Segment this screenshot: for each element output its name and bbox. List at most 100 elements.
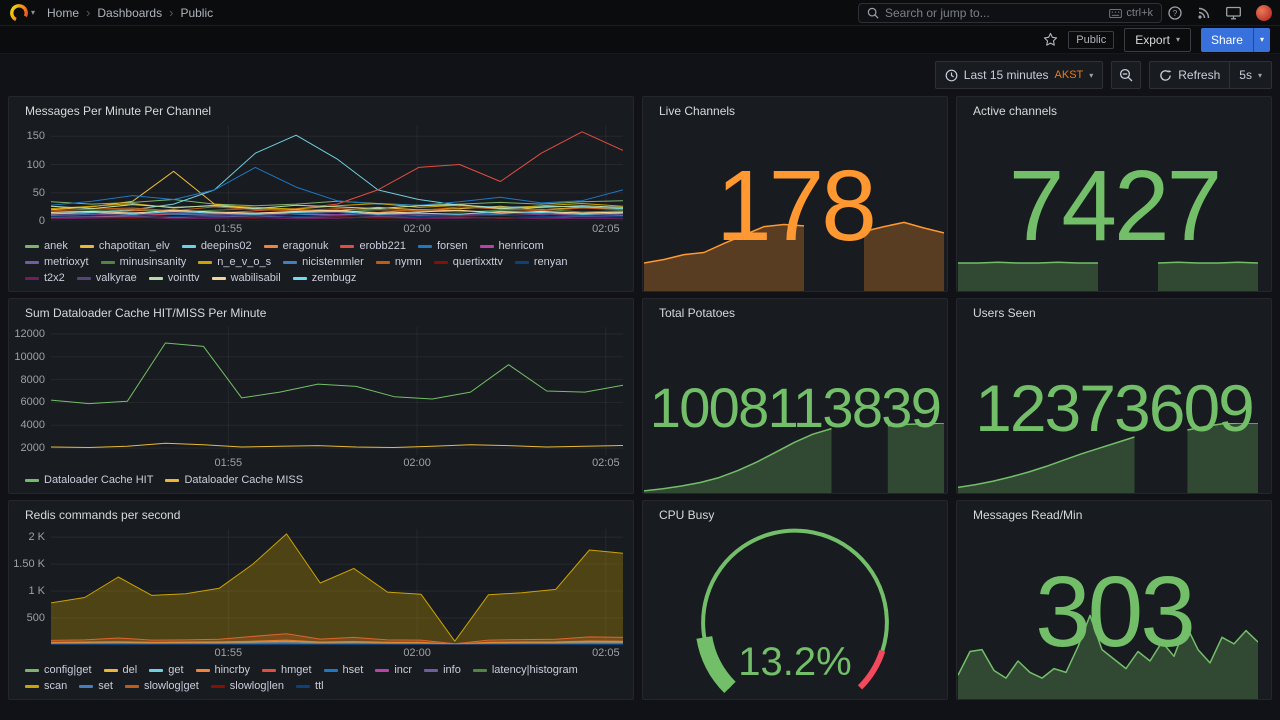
- legend-swatch: [148, 276, 163, 280]
- panel-title[interactable]: Sum Dataloader Cache HIT/MISS Per Minute: [25, 306, 267, 320]
- panel-title[interactable]: Redis commands per second: [25, 508, 181, 522]
- share-button[interactable]: Share ▾: [1200, 27, 1270, 52]
- avatar[interactable]: [1256, 5, 1272, 21]
- y-tick-label: 12000: [14, 327, 45, 340]
- legend-swatch: [323, 668, 338, 672]
- breadcrumb-separator: ›: [169, 5, 174, 20]
- legend-swatch: [211, 276, 226, 280]
- sparkline: [958, 614, 1258, 699]
- x-axis: 01:55 02:00 02:05: [51, 221, 623, 236]
- legend-item[interactable]: eragonuk: [263, 239, 328, 253]
- legend-item[interactable]: metrioxyt: [25, 255, 89, 269]
- legend-label: wabilisabil: [230, 272, 281, 284]
- export-button[interactable]: Export ▾: [1124, 27, 1191, 52]
- help-icon[interactable]: ?: [1168, 6, 1182, 20]
- breadcrumb-dashboards[interactable]: Dashboards: [97, 5, 163, 20]
- x-tick-label: 02:00: [403, 457, 431, 469]
- plot-area[interactable]: [51, 327, 623, 455]
- legend-item[interactable]: valkyrae: [76, 271, 137, 285]
- breadcrumb-home[interactable]: Home: [47, 5, 80, 20]
- x-axis: 01:55 02:00 02:05: [51, 645, 623, 660]
- legend-item[interactable]: deepins02: [181, 239, 252, 253]
- legend-item[interactable]: set: [79, 679, 113, 693]
- legend-item[interactable]: minusinsanity: [100, 255, 186, 269]
- panel-total-potatoes: Total Potatoes 1008113839: [642, 298, 948, 494]
- legend-swatch: [472, 668, 487, 672]
- search-input[interactable]: Search or jump to... ctrl+k: [858, 3, 1162, 23]
- legend-item[interactable]: get: [149, 663, 184, 677]
- legend-item[interactable]: wabilisabil: [211, 271, 281, 285]
- legend-swatch: [261, 668, 276, 672]
- legend-swatch: [263, 244, 278, 248]
- legend-item[interactable]: hset: [323, 663, 363, 677]
- legend-swatch: [79, 684, 94, 688]
- panel-title[interactable]: Total Potatoes: [659, 306, 736, 320]
- legend-item[interactable]: chapotitan_elv: [79, 239, 170, 253]
- legend-item[interactable]: hmget: [261, 663, 312, 677]
- legend-item[interactable]: n_e_v_o_s: [198, 255, 271, 269]
- rss-icon[interactable]: [1197, 6, 1211, 20]
- legend-item[interactable]: forsen: [417, 239, 468, 253]
- legend-item[interactable]: nymn: [375, 255, 422, 269]
- time-range-picker[interactable]: Last 15 minutes AKST ▾: [934, 61, 1104, 89]
- stat-value: 7427: [1008, 150, 1222, 262]
- legend-item[interactable]: quertixxttv: [433, 255, 503, 269]
- legend-item[interactable]: latency|histogram: [472, 663, 578, 677]
- breadcrumb-public[interactable]: Public: [180, 5, 214, 20]
- panel-title[interactable]: CPU Busy: [659, 508, 715, 522]
- chevron-down-icon[interactable]: ▾: [1252, 27, 1270, 52]
- legend-swatch: [283, 260, 298, 264]
- refresh-button[interactable]: Refresh: [1149, 61, 1231, 89]
- legend-label: slowlog|len: [229, 680, 285, 692]
- plot-area[interactable]: [51, 529, 623, 645]
- star-icon[interactable]: [1043, 32, 1058, 47]
- legend-item[interactable]: config|get: [25, 663, 92, 677]
- chevron-down-icon: ▾: [1175, 35, 1180, 44]
- panel-title[interactable]: Messages Read/Min: [973, 508, 1083, 522]
- x-tick-label: 02:00: [403, 223, 431, 235]
- legend-item[interactable]: renyan: [514, 255, 568, 269]
- legend-item[interactable]: info: [424, 663, 461, 677]
- public-tag[interactable]: Public: [1068, 30, 1115, 49]
- legend-label: renyan: [533, 256, 568, 268]
- panel-title[interactable]: Active channels: [973, 104, 1058, 118]
- legend-item[interactable]: anek: [25, 239, 68, 253]
- y-tick-label: 0: [38, 215, 45, 227]
- legend-swatch: [76, 276, 91, 280]
- legend-item[interactable]: slowlog|get: [124, 679, 199, 693]
- refresh-group: Refresh 5s ▾: [1149, 61, 1272, 89]
- legend-item[interactable]: vointtv: [148, 271, 200, 285]
- refresh-interval-dropdown[interactable]: 5s ▾: [1230, 61, 1272, 89]
- legend-swatch: [210, 684, 225, 688]
- legend-label: metrioxyt: [44, 256, 89, 268]
- legend-item[interactable]: t2x2: [25, 271, 65, 285]
- legend-item[interactable]: zembugz: [292, 271, 356, 285]
- zoom-out-button[interactable]: [1111, 61, 1142, 89]
- legend-item[interactable]: del: [103, 663, 137, 677]
- monitor-icon[interactable]: [1226, 6, 1241, 20]
- y-axis: 2 K 1.50 K 1 K 500: [13, 529, 51, 645]
- timeseries-chart[interactable]: 150 100 50 0 01:55 02:00 02:05 anek chapotitan_e…: [9, 121, 633, 291]
- legend-item[interactable]: scan: [25, 679, 67, 693]
- legend-item[interactable]: Dataloader Cache HIT: [25, 473, 153, 487]
- legend-item[interactable]: incr: [375, 663, 412, 677]
- legend-label: forsen: [436, 240, 468, 252]
- legend-item[interactable]: henricom: [479, 239, 544, 253]
- y-tick-label: 50: [32, 186, 45, 199]
- plot-area[interactable]: [51, 125, 623, 221]
- legend-label: henricom: [498, 240, 544, 252]
- legend-item[interactable]: nicistemmler: [283, 255, 364, 269]
- legend-item[interactable]: ttl: [296, 679, 324, 693]
- legend-item[interactable]: Dataloader Cache MISS: [165, 473, 303, 487]
- panel-title[interactable]: Live Channels: [659, 104, 736, 118]
- legend-item[interactable]: erobb221: [340, 239, 406, 253]
- legend-item[interactable]: slowlog|len: [210, 679, 285, 693]
- timeseries-chart[interactable]: 12000 10000 8000 6000 4000 2000 01:55 02:00 02:0…: [9, 323, 633, 493]
- legend-item[interactable]: hincrby: [195, 663, 250, 677]
- y-axis: 150 100 50 0: [17, 125, 51, 227]
- panel-title[interactable]: Users Seen: [973, 306, 1036, 320]
- panel-redis-commands: Redis commands per second 2 K 1.50 K 1 K 50…: [8, 500, 634, 700]
- grafana-logo[interactable]: ▾: [10, 3, 35, 22]
- panel-title[interactable]: Messages Per Minute Per Channel: [25, 104, 212, 118]
